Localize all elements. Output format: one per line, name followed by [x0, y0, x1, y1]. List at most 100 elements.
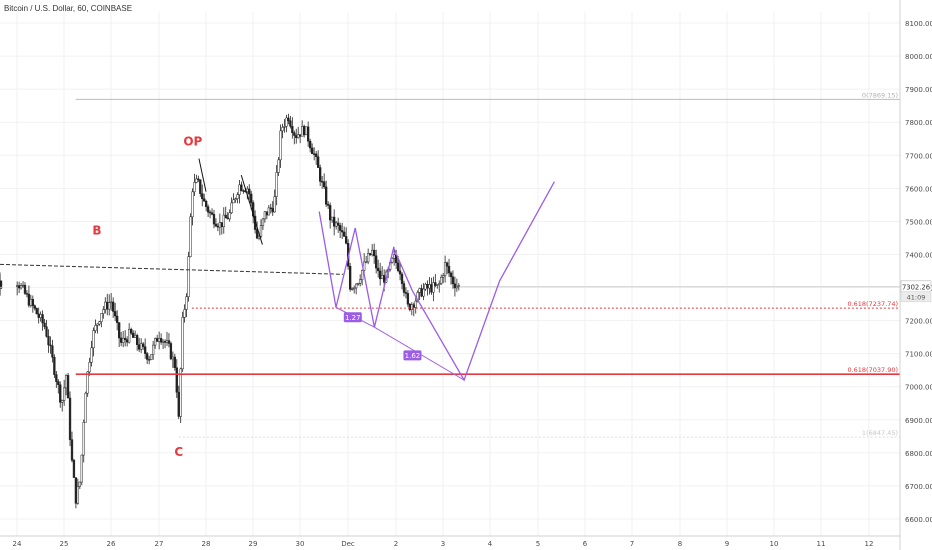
candle-down	[132, 332, 135, 338]
candle-down	[169, 343, 173, 360]
candle-down	[68, 397, 72, 440]
candle-up	[283, 126, 286, 128]
candle-down	[447, 265, 451, 274]
price-label: 7600.00	[905, 185, 932, 193]
candle-up	[273, 196, 276, 213]
time-axis[interactable]: 24 25 26 27 28 29 30 Dec 2 3 4 5 6 7 8 9 10 11 12	[0, 535, 900, 548]
candle-down	[434, 282, 437, 286]
candle-down	[220, 222, 223, 227]
price-label: 6600.00	[905, 516, 932, 524]
candle-down	[55, 374, 58, 382]
price-label: 7700.00	[905, 152, 932, 160]
candle-down	[205, 201, 208, 207]
candle-down	[212, 214, 216, 225]
time-label: 9	[725, 540, 729, 548]
candle-up	[110, 301, 113, 304]
candle-up	[236, 194, 239, 199]
candle-down	[199, 179, 202, 194]
ratio-127-label-bg	[343, 312, 362, 323]
candle-down	[319, 167, 322, 182]
time-label: 10	[770, 540, 779, 548]
candle-up	[152, 344, 155, 355]
current-price-text: 7302.26	[902, 283, 930, 291]
candle-down	[379, 270, 382, 280]
price-label: 6700.00	[905, 483, 932, 491]
candle-up	[90, 347, 93, 363]
candle-up	[154, 338, 157, 346]
candle-up	[108, 302, 111, 310]
ratio-127-label: 1.27	[343, 312, 362, 323]
candle-up	[438, 283, 441, 285]
candle-up	[353, 287, 356, 290]
candle-down	[142, 343, 145, 347]
candle-down	[269, 207, 272, 209]
candle-down	[307, 126, 310, 142]
ratio-127-label-text: 1.27	[345, 314, 361, 322]
candle-up	[363, 261, 366, 271]
time-label: 27	[155, 540, 164, 548]
price-label: 7500.00	[905, 218, 932, 226]
candle-down	[293, 132, 296, 136]
candle-down	[120, 337, 123, 343]
candle-down	[325, 186, 328, 205]
candle-down	[203, 198, 206, 202]
candle-down	[49, 344, 52, 347]
candle-up	[228, 212, 231, 220]
candle-down	[341, 230, 344, 233]
candle-up	[96, 323, 99, 326]
candle-down	[373, 249, 376, 257]
candle-up	[351, 288, 354, 290]
time-label: 29	[249, 540, 258, 548]
candle-down	[311, 147, 314, 155]
candle-down	[201, 193, 204, 200]
price-label: 7200.00	[905, 318, 932, 326]
candle-up	[422, 288, 425, 297]
candle-down	[408, 303, 412, 310]
candle-down	[248, 188, 251, 195]
candle-up	[230, 202, 233, 214]
candle-down	[313, 153, 316, 155]
candle-down	[412, 304, 415, 308]
candle-up	[355, 283, 358, 289]
candle-down	[124, 337, 127, 340]
candle-up	[84, 392, 87, 423]
candle-down	[59, 384, 62, 403]
candle-up	[158, 338, 161, 342]
candle-down	[47, 336, 50, 346]
candle-down	[74, 477, 78, 504]
trend-line	[240, 174, 263, 245]
candle-down	[445, 262, 449, 267]
time-label: Dec	[341, 540, 355, 548]
time-label: 25	[60, 540, 69, 548]
candle-down	[369, 253, 372, 255]
candle-down	[173, 356, 176, 368]
candle-up	[440, 276, 443, 284]
candle-up	[281, 127, 284, 132]
candle-up	[98, 321, 101, 325]
time-label: 5	[536, 540, 540, 548]
candle-up	[218, 222, 222, 228]
candle-down	[289, 120, 292, 127]
fib-label-0: 0(7869.15)	[862, 91, 898, 99]
time-label: 26	[107, 540, 116, 548]
candle-up	[393, 254, 396, 259]
candle-up	[187, 256, 190, 297]
candle-down	[449, 272, 453, 278]
ratio-162-label-text: 1.62	[405, 352, 421, 360]
price-label: 7000.00	[905, 384, 932, 392]
candle-up	[365, 261, 368, 263]
price-label: 7900.00	[905, 86, 932, 94]
candle-down	[343, 231, 346, 237]
candle-up	[104, 301, 107, 310]
candle-down	[72, 460, 76, 478]
candle-up	[335, 222, 338, 227]
candle-up	[391, 258, 394, 263]
price-axis[interactable]: 8100.00 8000.00 7900.00 7800.00 7700.00 7600.…	[899, 0, 932, 550]
time-label: 7	[630, 540, 634, 548]
candle-down	[327, 204, 330, 206]
label-op: OP	[183, 134, 202, 148]
candle-up	[150, 354, 153, 360]
chart-annotations: B OP C 0(7869.15) 0.618(7237.74) 0.618(7037.9…	[92, 91, 898, 459]
candle-up	[80, 454, 83, 483]
